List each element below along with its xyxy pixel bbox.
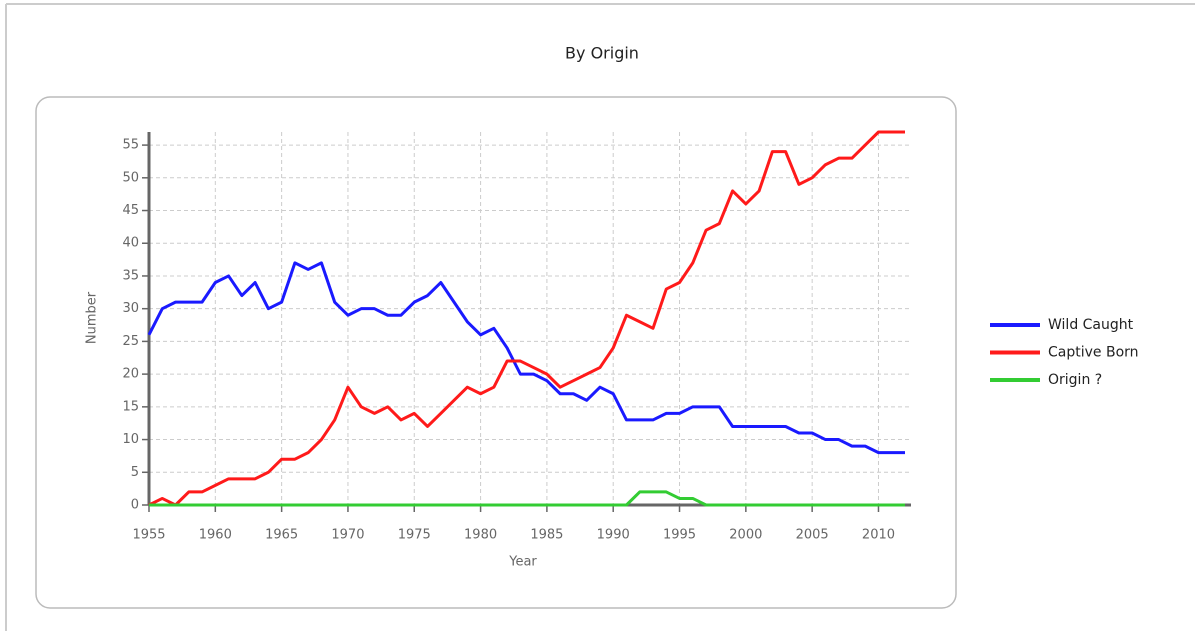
x-tick-label: 1980	[464, 528, 497, 543]
y-tick-label: 35	[122, 268, 139, 283]
x-tick-label: 1995	[663, 528, 696, 543]
legend-label: Wild Caught	[1048, 317, 1134, 333]
y-tick-label: 0	[131, 498, 139, 513]
series-line	[147, 261, 905, 455]
legend-label: Origin ?	[1048, 372, 1102, 388]
y-tick-label: 20	[122, 367, 139, 382]
y-tick-label: 15	[122, 399, 139, 414]
y-tick-label: 45	[122, 203, 139, 218]
y-tick-label: 10	[122, 432, 139, 447]
y-tick-label: 55	[122, 138, 139, 153]
x-tick-label: 2005	[796, 528, 829, 543]
x-tick-label: 1960	[199, 528, 232, 543]
series-line	[148, 130, 905, 507]
series-line	[149, 490, 905, 507]
y-tick-label: 30	[122, 301, 139, 316]
y-axis-label: Number	[85, 291, 100, 344]
chart-title: By Origin	[565, 44, 639, 63]
legend-label: Captive Born	[1048, 345, 1139, 361]
x-axis-label: Year	[508, 555, 537, 570]
x-tick-label: 1970	[331, 528, 364, 543]
y-tick-label: 50	[122, 170, 139, 185]
y-tick-label: 5	[131, 465, 139, 480]
plot-panel	[35, 96, 957, 609]
x-tick-label: 1990	[597, 528, 630, 543]
x-tick-label: 2000	[729, 528, 762, 543]
y-tick-label: 25	[122, 334, 139, 349]
x-tick-label: 1955	[132, 528, 165, 543]
x-tick-label: 1985	[530, 528, 563, 543]
x-tick-label: 1965	[265, 528, 298, 543]
x-tick-label: 2010	[862, 528, 895, 543]
y-tick-label: 40	[122, 236, 139, 251]
x-tick-label: 1975	[398, 528, 431, 543]
